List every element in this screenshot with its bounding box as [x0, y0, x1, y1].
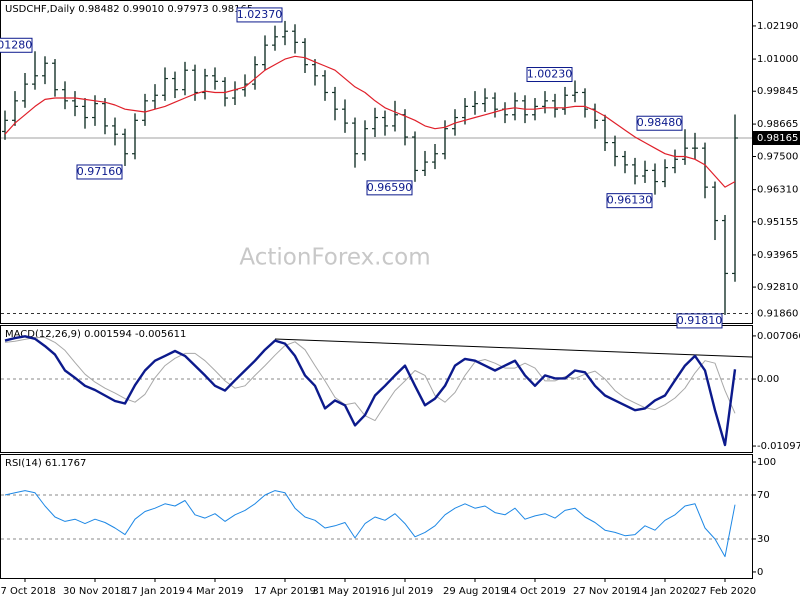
x-tick-label: 4 Mar 2019 [186, 586, 243, 597]
x-tick-label: 31 May 2019 [312, 586, 377, 597]
price-panel [0, 0, 753, 324]
x-tick-label: 14 Jan 2020 [635, 586, 695, 597]
annotation-box [676, 313, 723, 329]
y-tick-label: 0.97500 [757, 152, 798, 163]
x-tick-label: 17 Apr 2019 [254, 586, 316, 597]
rsi-panel [0, 454, 753, 579]
annotation-label: 0.91810 [677, 314, 723, 327]
x-tick-label: 17 Jan 2019 [125, 586, 185, 597]
y-tick-label: 70 [757, 490, 770, 501]
rsi-title: RSI(14) 61.1767 [5, 458, 86, 469]
trend-line [274, 338, 753, 358]
reference-label: 0.91860 [757, 309, 798, 320]
y-tick-label: 0.92810 [757, 282, 798, 293]
y-tick-label: 0.98665 [757, 119, 798, 130]
annotation-box [366, 180, 413, 196]
y-tick-label: 0.95155 [757, 217, 798, 228]
annotation-box [76, 164, 123, 180]
y-tick-label: 100 [757, 457, 776, 468]
last-price-label: 0.98165 [757, 133, 798, 144]
x-tick-label: 27 Feb 2020 [694, 586, 756, 597]
macd-line [4, 335, 737, 447]
macd-title: MACD(12,26,9) 0.001594 -0.005611 [5, 329, 186, 340]
last-price-box [753, 131, 800, 146]
y-tick-label: 0 [757, 567, 763, 578]
y-tick-label: 0.93965 [757, 250, 798, 261]
y-tick-label: 30 [757, 534, 770, 545]
annotation-label: 0.96590 [367, 181, 413, 194]
annotation-box [0, 37, 33, 53]
x-tick-label: 27 Nov 2019 [573, 586, 637, 597]
annotation-label: 0.98480 [637, 116, 683, 129]
y-tick-label: 1.01000 [757, 54, 798, 65]
y-tick-label: 0.96310 [757, 185, 798, 196]
annotation-label: 1.02370 [237, 8, 283, 21]
annotation-label: 0.97160 [77, 165, 123, 178]
annotation-label: 1.00230 [527, 68, 573, 81]
y-tick-label: -0.010975 [757, 441, 800, 452]
price-title: USDCHF,Daily 0.98482 0.99010 0.97973 0.9… [5, 4, 253, 15]
annotation-label: 0.96130 [607, 194, 653, 207]
annotation-label: 1.01280 [0, 38, 32, 51]
moving-average [4, 55, 736, 188]
annotation-box [236, 7, 283, 23]
y-tick-label: 1.02190 [757, 21, 798, 32]
annotation-box [526, 67, 573, 83]
x-tick-label: 16 Jul 2019 [377, 586, 434, 597]
annotation-box [636, 115, 683, 131]
rsi-line [4, 490, 736, 558]
x-tick-label: 14 Oct 2019 [504, 586, 566, 597]
x-tick-label: 29 Aug 2019 [443, 586, 507, 597]
watermark: ActionForex.com [239, 245, 430, 271]
macd-panel [0, 325, 753, 453]
y-tick-label: 0.00 [757, 374, 779, 385]
y-tick-label: 0.99845 [757, 86, 798, 97]
x-tick-label: 30 Nov 2018 [63, 586, 127, 597]
y-tick-label: 0.007066 [757, 331, 800, 342]
annotation-box [606, 193, 653, 209]
x-tick-label: 17 Oct 2018 [0, 586, 56, 597]
